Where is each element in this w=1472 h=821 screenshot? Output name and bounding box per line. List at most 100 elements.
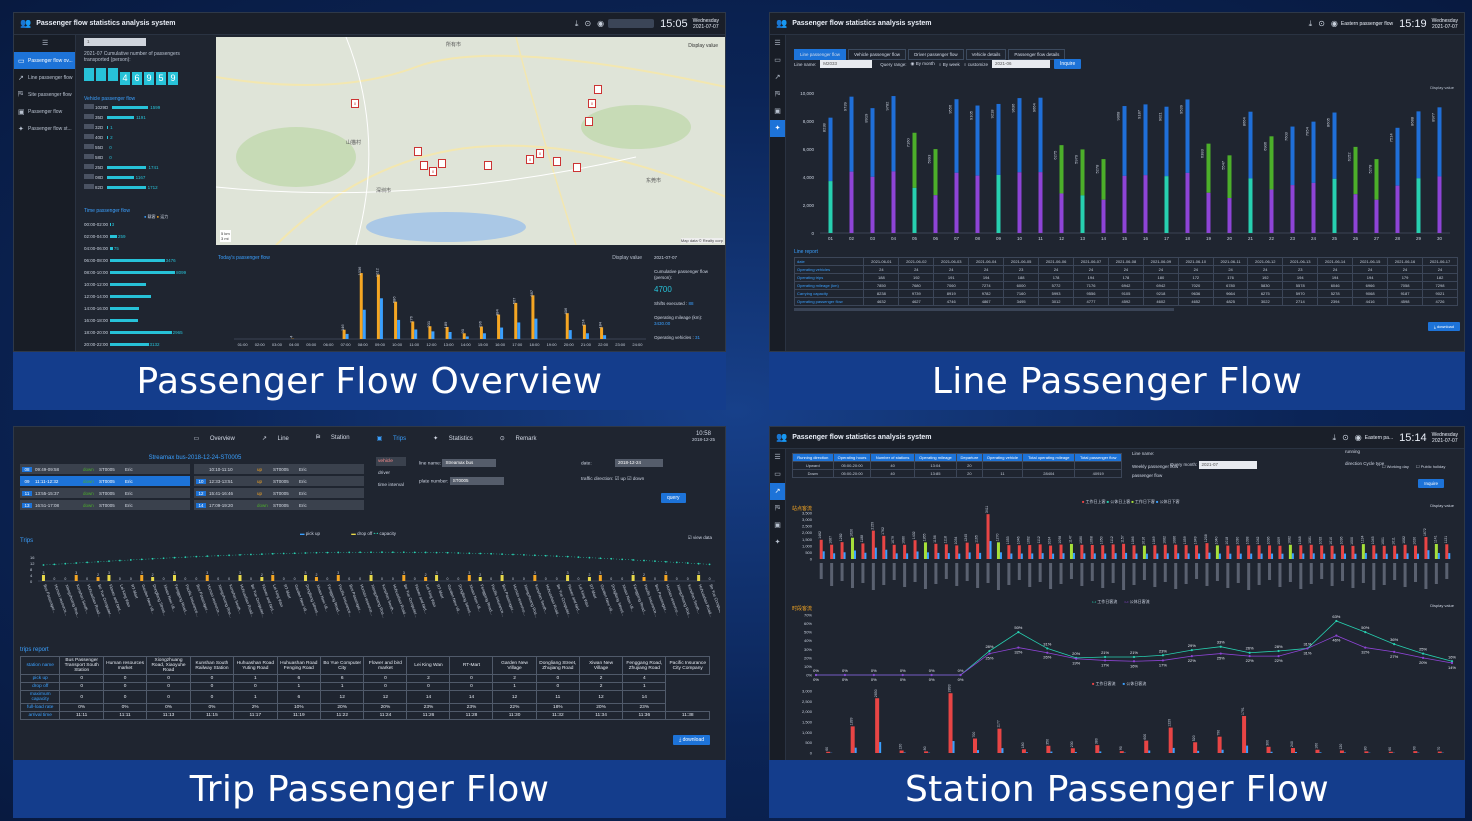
map-pin-icon[interactable] — [438, 159, 446, 168]
query-button[interactable]: query — [661, 493, 686, 503]
display-value-toggle[interactable]: Display value — [1430, 603, 1454, 608]
inquire-button[interactable]: Inquire — [1418, 479, 1444, 488]
map-display-value[interactable]: Display value — [688, 43, 718, 49]
table-cell: Upward — [792, 461, 834, 470]
nav-station[interactable]: ⛿ Station — [315, 434, 350, 441]
user-name[interactable]: Eastern passenger flow — [1340, 20, 1394, 27]
nav-statistics[interactable]: ✦ Statistics — [433, 435, 473, 442]
filter-time-interval[interactable]: time interval — [378, 483, 404, 488]
settings-icon[interactable]: ⊙ — [584, 19, 592, 28]
person-icon[interactable]: ✦ — [774, 539, 781, 546]
download-button[interactable]: ⤓ download — [672, 735, 710, 745]
trip-time: 09:49-09:58 — [35, 466, 60, 472]
download-icon[interactable]: ⤓ — [574, 18, 579, 28]
settings-icon[interactable]: ⊙ — [1342, 433, 1349, 442]
overview-icon[interactable]: ▭ — [774, 471, 781, 478]
menu-toggle-icon[interactable]: ☰ — [774, 454, 781, 461]
map-pin-icon[interactable]: 0 — [429, 167, 437, 176]
download-button[interactable]: ⤓ download — [1427, 322, 1460, 331]
nav-trips[interactable]: ▣ Trips — [376, 435, 407, 442]
sidebar-item-stats[interactable]: ✦ Passenger flow st... — [18, 125, 72, 133]
tab-driver-flow[interactable]: Driver passenger flow — [908, 49, 964, 60]
download-icon[interactable]: ⤓ — [1308, 18, 1313, 28]
line-chart-icon[interactable]: ↗ — [774, 74, 781, 81]
sidebar-item-passenger[interactable]: ▣ Passenger flow — [18, 108, 63, 116]
nav-line[interactable]: ↗ Line — [261, 435, 289, 442]
trip-row[interactable]: 13 16:51-17:08 down ST0005 Eric — [20, 500, 190, 510]
date-input[interactable]: 2018-12-24 — [615, 459, 664, 467]
map-pin-icon[interactable]: 0 — [588, 99, 596, 108]
trip-row[interactable]: 14 17:09-19:20 down ST0005 Eric — [194, 500, 364, 510]
sidebar-item-site[interactable]: ⛿ Site passenger flow — [18, 90, 72, 98]
nav-remark[interactable]: ⊙ Remark — [499, 435, 537, 442]
map-pin-icon[interactable] — [484, 161, 492, 170]
bar — [1448, 553, 1451, 559]
query-month-input[interactable]: 2021-07 — [1198, 461, 1257, 469]
display-value-toggle[interactable]: Display value — [1430, 503, 1454, 508]
trip-row[interactable]: 09 11:11-12:32 down ST0005 Eric — [20, 476, 190, 486]
bar — [1095, 745, 1100, 753]
trip-row[interactable]: 10 12:33-13:51 up ST0005 Eric — [194, 476, 364, 486]
tab-line-flow[interactable]: Line passenger flow — [794, 49, 847, 60]
radio-custom[interactable]: ○ customize — [963, 61, 988, 67]
trip-row[interactable]: 12 15:41-16:46 up ST0005 Eric — [194, 488, 364, 498]
month-input[interactable]: 2021-06 — [991, 60, 1050, 68]
user-icon[interactable]: ◉ — [1354, 433, 1362, 442]
map-credit: Map data © Realty corp — [680, 238, 723, 243]
plate-select[interactable]: ST0005 — [449, 477, 504, 485]
horizontal-scrollbar[interactable] — [794, 308, 1174, 311]
trip-row[interactable]: 08 09:49-09:58 down ST0005 Eric — [20, 464, 190, 474]
map-pin-icon[interactable]: 0 — [351, 99, 359, 108]
month-select[interactable]: 1 — [84, 38, 146, 46]
map-pin-icon[interactable] — [585, 117, 593, 126]
map-pin-icon[interactable] — [573, 163, 581, 172]
sidebar-item-line[interactable]: ↗ Line passenger flow — [18, 74, 73, 82]
map-pin-icon[interactable]: 0 — [526, 155, 534, 164]
filter-vehicle[interactable]: vehicle — [376, 457, 406, 466]
overview-icon[interactable]: ▭ — [774, 57, 781, 64]
data-label: 29% — [1188, 643, 1196, 648]
person-icon[interactable]: ✦ — [770, 120, 785, 137]
sidebar-item-overview[interactable]: ▭ Passenger flow ov... — [14, 52, 75, 69]
download-icon[interactable]: ⤓ — [1332, 432, 1337, 442]
map-pin-icon[interactable] — [414, 147, 422, 156]
monitor-icon[interactable]: ▣ — [774, 522, 781, 529]
map-pin-icon[interactable]: 0 — [536, 149, 544, 158]
capacity-point — [217, 554, 220, 557]
line-chart-icon[interactable]: ↗ — [770, 483, 785, 500]
view-data-toggle[interactable]: ☑ view data — [687, 535, 712, 540]
checkbox-up[interactable]: ☑ up — [614, 477, 626, 482]
line-name-input[interactable]: M2033 — [820, 60, 873, 68]
menu-toggle-icon[interactable]: ☰ — [774, 40, 781, 47]
trip-row[interactable]: 11 13:55-15:37 down ST0005 Eric — [20, 488, 190, 498]
user-name[interactable]: Eastern pa... — [1364, 434, 1394, 441]
monitor-icon[interactable]: ▣ — [774, 108, 781, 115]
map-pin-icon[interactable] — [420, 161, 428, 170]
inquire-button[interactable]: Inquire — [1053, 59, 1082, 69]
tab-vehicle-flow[interactable]: Vehicle passenger flow — [848, 49, 907, 60]
display-value-toggle[interactable]: Display value — [1430, 85, 1454, 90]
signpost-icon[interactable]: ⛿ — [774, 91, 781, 98]
tab-vehicle-details[interactable]: Vehicle details — [965, 49, 1007, 60]
map-pin-icon[interactable] — [594, 85, 602, 94]
signpost-icon[interactable]: ⛿ — [774, 505, 781, 512]
cycle-type-options[interactable]: ☐ Working day ☐ Public holiday — [1382, 464, 1446, 469]
user-icon[interactable]: ◉ — [1330, 19, 1338, 28]
settings-icon[interactable]: ⊙ — [1318, 19, 1325, 28]
user-icon[interactable]: ◉ — [597, 19, 605, 28]
y-tick: 2,500 — [802, 699, 813, 704]
menu-toggle-icon[interactable]: ☰ — [42, 40, 49, 47]
data-label: 3 — [141, 571, 143, 575]
trip-row[interactable]: 10:10-11:10 up ST0005 Eric — [194, 464, 364, 474]
line-name-select[interactable]: Streamax bus — [442, 459, 497, 467]
map-pin-icon[interactable] — [553, 157, 561, 166]
today-display-value[interactable]: Display value — [612, 255, 642, 261]
radio-month[interactable]: ◉ By month — [910, 61, 935, 66]
bar — [435, 575, 439, 581]
checkbox-down[interactable]: ☑ down — [627, 477, 645, 482]
radio-week[interactable]: ○ By week — [938, 61, 960, 67]
nav-overview[interactable]: ▭ Overview — [193, 435, 235, 442]
filter-driver[interactable]: driver — [378, 471, 390, 476]
tab-flow-details[interactable]: Passenger flow details — [1008, 49, 1066, 60]
